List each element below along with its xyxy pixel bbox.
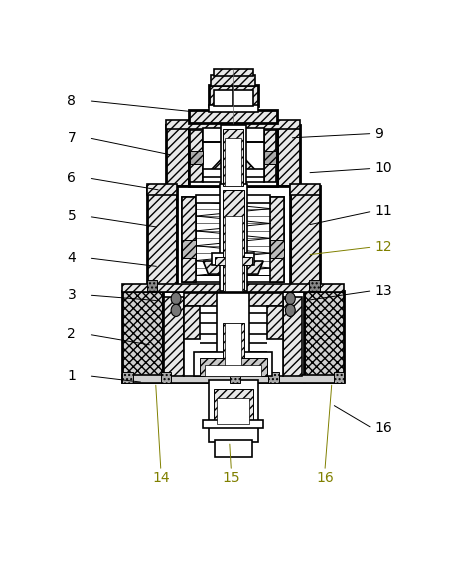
Text: 16: 16 <box>374 421 392 435</box>
Bar <box>223 129 243 186</box>
Text: 4: 4 <box>67 251 76 265</box>
Bar <box>225 323 241 376</box>
Bar <box>202 128 264 142</box>
Bar <box>194 352 272 376</box>
Bar <box>147 186 177 291</box>
Bar <box>220 184 247 291</box>
Bar <box>147 184 177 194</box>
Bar <box>222 191 244 291</box>
Bar <box>221 125 246 186</box>
Bar <box>217 397 249 424</box>
Bar <box>203 420 263 428</box>
Bar <box>208 105 258 112</box>
Polygon shape <box>203 261 263 274</box>
Text: 12: 12 <box>374 240 392 254</box>
Bar <box>212 253 254 265</box>
Bar <box>184 297 283 376</box>
Bar <box>283 297 302 376</box>
Text: 15: 15 <box>222 471 240 485</box>
Bar <box>200 358 267 376</box>
Circle shape <box>230 236 236 243</box>
Bar <box>225 217 242 291</box>
Bar <box>214 389 253 424</box>
Bar <box>163 291 304 382</box>
Text: 2: 2 <box>67 327 76 341</box>
Text: 7: 7 <box>67 131 76 145</box>
Circle shape <box>285 293 295 304</box>
Bar <box>215 257 252 265</box>
Bar <box>214 90 253 107</box>
Bar <box>122 373 133 383</box>
Bar <box>147 280 157 291</box>
Bar <box>122 375 344 383</box>
Bar <box>164 297 184 376</box>
Bar <box>222 323 244 376</box>
Bar <box>268 373 279 383</box>
Bar <box>205 365 261 376</box>
Bar <box>177 186 290 291</box>
Bar <box>184 293 283 306</box>
Bar <box>208 84 258 107</box>
Bar <box>184 306 200 338</box>
Circle shape <box>171 293 181 304</box>
Bar <box>225 138 241 186</box>
Bar <box>182 197 284 282</box>
Text: 13: 13 <box>374 284 392 298</box>
Bar <box>202 170 264 177</box>
Bar <box>211 75 255 86</box>
Text: 8: 8 <box>67 94 76 108</box>
Bar <box>290 186 319 291</box>
Text: 16: 16 <box>316 471 334 485</box>
Polygon shape <box>208 147 258 173</box>
Text: 11: 11 <box>374 204 392 218</box>
Bar <box>309 280 319 291</box>
Bar <box>161 373 172 383</box>
Text: 9: 9 <box>374 126 383 141</box>
Bar <box>189 125 277 186</box>
Bar <box>290 184 319 194</box>
Bar <box>334 373 344 383</box>
Bar <box>166 120 300 129</box>
Bar <box>230 373 240 383</box>
Bar <box>208 425 258 442</box>
Bar <box>182 240 196 258</box>
Bar <box>189 111 277 122</box>
Bar <box>196 201 270 276</box>
Bar <box>182 197 196 282</box>
Text: 5: 5 <box>67 209 76 223</box>
Bar <box>202 130 264 183</box>
Bar <box>267 306 283 338</box>
Bar <box>122 291 163 382</box>
Bar <box>208 380 258 424</box>
Bar <box>304 291 344 382</box>
Bar <box>214 69 253 76</box>
Bar <box>277 125 300 186</box>
Bar <box>264 130 276 183</box>
Circle shape <box>171 304 181 316</box>
Text: 6: 6 <box>67 171 76 185</box>
Bar <box>196 194 270 204</box>
Bar <box>270 197 284 282</box>
Text: 3: 3 <box>67 288 76 302</box>
Bar <box>122 284 344 291</box>
Bar <box>190 151 202 164</box>
Text: 14: 14 <box>152 471 170 485</box>
Bar <box>215 440 252 456</box>
Bar <box>264 151 276 164</box>
Bar <box>190 130 202 183</box>
Circle shape <box>285 304 295 316</box>
Bar <box>217 293 249 376</box>
Text: 10: 10 <box>374 162 392 175</box>
Text: 1: 1 <box>67 369 76 383</box>
Bar <box>270 240 284 258</box>
Bar <box>166 125 189 186</box>
